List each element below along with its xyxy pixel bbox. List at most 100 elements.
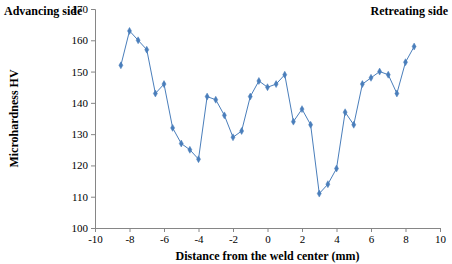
tick-mark	[91, 197, 95, 198]
tick: 100	[72, 222, 96, 234]
tick-label: 140	[72, 97, 89, 109]
marker	[188, 146, 192, 153]
series	[119, 27, 416, 197]
tick-label: 8	[403, 233, 409, 245]
marker	[179, 140, 183, 147]
tick: 4	[334, 228, 340, 245]
marker	[317, 190, 321, 197]
marker	[205, 93, 209, 100]
marker	[283, 71, 287, 78]
tick-mark	[371, 228, 372, 232]
axis-line	[96, 229, 441, 233]
marker	[378, 68, 382, 75]
tick-label: 160	[72, 34, 89, 46]
marker	[119, 62, 123, 69]
x-axis: -10 -8 -6 -4 -2 0 2 4 6 8 10	[88, 228, 446, 245]
tick: 160	[72, 34, 96, 46]
marker	[274, 81, 278, 88]
marker	[386, 71, 390, 78]
tick: 120	[72, 159, 96, 171]
marker	[222, 112, 226, 119]
x-axis-title: Distance from the weld center (mm)	[176, 249, 360, 263]
marker	[240, 128, 244, 135]
tick: -10	[88, 228, 103, 245]
line	[121, 31, 414, 194]
marker	[326, 181, 330, 188]
y-axis: 100110120130140150160170	[72, 3, 96, 234]
tick: 150	[72, 66, 96, 78]
marker	[369, 74, 373, 81]
tick-label: 150	[72, 66, 89, 78]
tick-mark	[91, 165, 95, 166]
marker	[352, 121, 356, 128]
tick-mark	[406, 228, 407, 232]
tick: 2	[300, 228, 306, 245]
tick: -8	[125, 228, 135, 245]
tick-mark	[130, 228, 131, 232]
tick: 110	[72, 191, 95, 203]
tick: 130	[72, 128, 96, 140]
axis-line	[91, 10, 96, 229]
annotation: Retreating side	[371, 4, 449, 18]
tick-mark	[91, 72, 95, 73]
tick: 0	[265, 228, 271, 245]
tick-label: 100	[72, 222, 89, 234]
tick-mark	[268, 228, 269, 232]
tick-mark	[233, 228, 234, 232]
marker	[196, 156, 200, 163]
tick: 10	[435, 228, 447, 245]
tick-label: -10	[88, 233, 103, 245]
tick-mark	[91, 9, 95, 10]
marker	[231, 134, 235, 141]
marker	[395, 90, 399, 97]
marker	[291, 118, 295, 125]
y-axis-title: Microhardness HV	[7, 69, 21, 167]
tick: 6	[369, 228, 375, 245]
tick: -6	[160, 228, 170, 245]
marker	[127, 27, 131, 34]
tick-mark	[91, 103, 95, 104]
marker	[162, 81, 166, 88]
tick-mark	[302, 228, 303, 232]
tick-mark	[91, 134, 95, 135]
marker	[309, 121, 313, 128]
tick-label: 130	[72, 128, 89, 140]
tick: 8	[403, 228, 409, 245]
marker	[343, 109, 347, 116]
tick-mark	[164, 228, 165, 232]
tick-label: 120	[72, 159, 89, 171]
plot-area: -10-8-6-4-202468101001101201301401501601…	[72, 3, 447, 245]
tick-label: -6	[160, 233, 170, 245]
tick-mark	[440, 228, 441, 232]
tick-mark	[337, 228, 338, 232]
marker	[153, 90, 157, 97]
marker	[300, 106, 304, 113]
tick-label: 10	[435, 233, 447, 245]
marker	[334, 165, 338, 172]
tick-label: -8	[125, 233, 135, 245]
tick-label: -2	[229, 233, 238, 245]
tick-label: 0	[265, 233, 271, 245]
marker	[412, 43, 416, 50]
tick: 140	[72, 97, 96, 109]
tick: -4	[194, 228, 204, 245]
marker	[145, 46, 149, 53]
marker	[265, 84, 269, 91]
chart: -10-8-6-4-202468101001101201301401501601…	[0, 0, 452, 264]
tick-label: -4	[194, 233, 204, 245]
tick-mark	[91, 40, 95, 41]
annotation: Advancing side	[4, 4, 83, 18]
marker	[403, 59, 407, 66]
marker	[248, 93, 252, 100]
tick-label: 2	[300, 233, 306, 245]
tick-mark	[199, 228, 200, 232]
marker	[171, 124, 175, 131]
marker	[360, 81, 364, 88]
tick-label: 6	[369, 233, 375, 245]
tick-label: 4	[334, 233, 340, 245]
marker	[257, 77, 261, 84]
marker	[136, 37, 140, 44]
marker	[214, 96, 218, 103]
tick: -2	[229, 228, 238, 245]
tick-mark	[91, 228, 95, 229]
